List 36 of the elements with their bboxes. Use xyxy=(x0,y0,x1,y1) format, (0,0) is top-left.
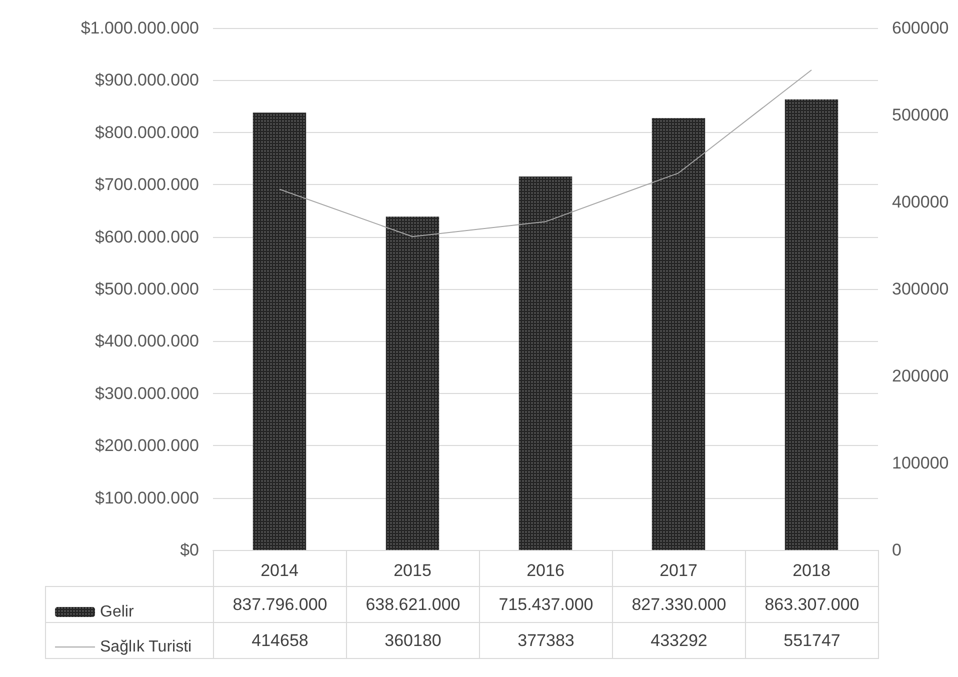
y-tick-label: $500.000.000 xyxy=(95,280,199,298)
x-tick-label: 2016 xyxy=(526,561,564,580)
y2-tick-label: 0 xyxy=(892,540,902,560)
y-tick-label: $800.000.000 xyxy=(95,122,199,142)
y2-tick-label: 400000 xyxy=(892,192,949,212)
line-series xyxy=(279,69,812,238)
data-label: 837.796.000 xyxy=(214,586,346,622)
y2-tick-label: 500000 xyxy=(892,106,949,124)
y2-tick-label: 600000 xyxy=(892,18,949,38)
y-tick-label: $400.000.000 xyxy=(95,332,199,351)
y-tick-label: $1.000.000.000 xyxy=(80,18,199,38)
y-tick-label: $200.000.000 xyxy=(95,436,199,456)
legend-label: Gelir xyxy=(100,604,134,620)
y-tick-label: $700.000.000 xyxy=(95,175,199,194)
data-label: 377383 xyxy=(480,622,612,658)
data-label: 827.330.000 xyxy=(612,586,746,622)
x-tick-label: 2014 xyxy=(260,561,298,580)
x-tick-label: 2015 xyxy=(394,561,432,580)
y2-tick-label: 200000 xyxy=(892,366,949,386)
y-tick-label: $300.000.000 xyxy=(95,384,199,403)
data-label: 414658 xyxy=(214,622,346,658)
y-tick-label: $900.000.000 xyxy=(95,70,199,90)
y2-tick-label: 300000 xyxy=(892,280,949,298)
data-label: 715.437.000 xyxy=(480,586,612,622)
data-label: 551747 xyxy=(746,622,878,658)
data-label: 360180 xyxy=(346,622,480,658)
data-label: 863.307.000 xyxy=(746,586,878,622)
x-tick-label: 2017 xyxy=(660,561,698,580)
data-label: 638.621.000 xyxy=(346,586,480,622)
y-tick-label: $100.000.000 xyxy=(95,488,199,508)
legend-label: Sağlık Turisti xyxy=(100,638,192,656)
y-tick-label: $600.000.000 xyxy=(95,227,199,246)
x-tick-label: 2018 xyxy=(792,561,830,580)
data-label: 433292 xyxy=(612,622,746,658)
y-tick-label: $0 xyxy=(180,540,199,560)
y2-tick-label: 100000 xyxy=(892,454,949,472)
